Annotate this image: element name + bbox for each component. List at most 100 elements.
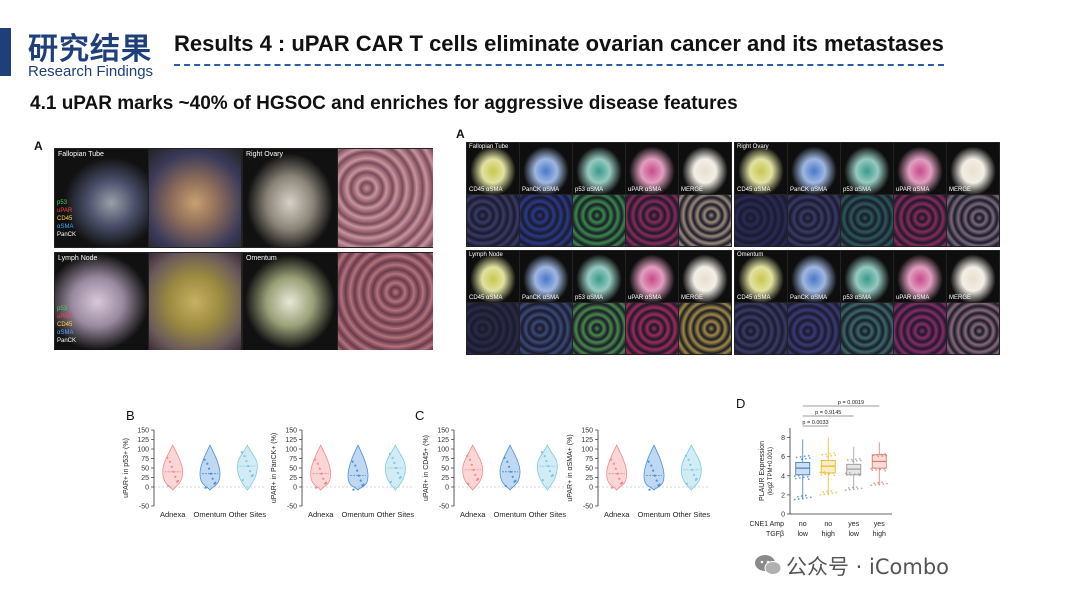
grid-tile-zoom [466, 194, 520, 247]
y-tick-label: 150 [437, 428, 449, 435]
violin-chart-p53: -50 0 25 50 75 100 125 150 uPAR+ in p53+ (%) Adne… [123, 428, 267, 520]
grid-tile-zoom [519, 302, 573, 355]
y-tick-label: 25 [289, 475, 297, 482]
y-axis-label: uPAR+ in CD45+ (%) [423, 435, 430, 501]
box-point [799, 456, 802, 458]
grid-tile-zoom [678, 194, 732, 247]
box-point [823, 471, 826, 473]
y-tick-label: 50 [141, 466, 149, 473]
violin-point [655, 479, 658, 482]
grid-tile-overview: MERGE [946, 250, 1000, 303]
violin-point [389, 480, 392, 484]
grid-tile-overview: p53 αSMA [572, 142, 626, 195]
grid-column-label: PanCK αSMA [522, 295, 560, 301]
violin-point [692, 473, 696, 476]
violin-point [359, 479, 362, 482]
x-category-label: Other Sites [229, 510, 267, 519]
ccne1-label: no [799, 521, 807, 528]
grid-group-label: Lymph Node [469, 252, 503, 258]
grid-tile-overview: CD45 αSMA Right Ovary [734, 142, 788, 195]
violin-point [318, 467, 321, 470]
box-point [848, 472, 851, 474]
box-point [855, 459, 858, 462]
violin-point [611, 486, 614, 489]
ccne1-label: yes [848, 521, 859, 528]
y-axis-label: uPAR+ in αSMA+ (%) [567, 434, 574, 501]
panel-letter-a-left: A [34, 139, 43, 153]
x-category-label: Adnexa [160, 510, 186, 519]
panel-letter-a-right: A [456, 127, 465, 141]
y-tick-label: 25 [441, 475, 449, 482]
violin-point [204, 486, 207, 489]
violin-chart-panck: -50 0 25 50 75 100 125 150 uPAR+ in PanCK+ (%) Ad… [271, 428, 415, 520]
box-point [802, 476, 805, 479]
y-tick-label: 50 [441, 466, 449, 473]
violin-point [466, 454, 469, 457]
violin-point [214, 481, 217, 484]
box-point [860, 487, 863, 490]
violin-point [391, 456, 394, 460]
comparison-p-value: p = 0.0019 [838, 400, 864, 406]
box-point [796, 495, 799, 498]
box-point [877, 481, 880, 484]
x-category-label: Other Sites [377, 510, 415, 519]
box-point [793, 475, 796, 478]
y-axis-label: uPAR+ in p53+ (%) [123, 438, 130, 498]
violin-point [203, 458, 206, 461]
box-point [870, 484, 873, 487]
box-point [844, 489, 847, 492]
box-point [807, 478, 810, 481]
grid-tile-overview: uPAR αSMA [625, 142, 679, 195]
violin-point [247, 465, 250, 468]
violin-point [322, 477, 325, 480]
box-point [846, 459, 849, 461]
grid-group-label: Right Ovary [737, 144, 769, 150]
box-point [882, 483, 885, 485]
row-label-tgfb: TGFβ [766, 531, 784, 538]
grid-tile-zoom [946, 302, 1000, 355]
grid-tile-overview: MERGE [678, 142, 732, 195]
grid-tile-zoom [466, 302, 520, 355]
grid-column-label: p53 αSMA [843, 295, 872, 301]
box-point [800, 458, 803, 461]
grid-column-label: p53 αSMA [843, 187, 872, 193]
right-a-figure-grid: CD45 αSMA Fallopian Tube PanCK αSMA p53 αSM… [466, 142, 1000, 356]
box-point [805, 496, 808, 499]
violin-point [206, 462, 209, 465]
violin-point [647, 460, 650, 463]
y-axis-label: PLAUR Expression [759, 441, 766, 501]
y-tick-label: 0 [293, 485, 297, 492]
box-point [822, 491, 825, 493]
violin-point [396, 471, 400, 475]
grid-tile-zoom [840, 194, 894, 247]
violin-point [245, 460, 248, 463]
tile-label-omentum: Omentum [246, 255, 277, 262]
violin-shape [536, 444, 558, 491]
violin-point [320, 472, 323, 475]
violin-point [540, 451, 544, 454]
violin-point [616, 472, 619, 475]
grid-tile-overview: CD45 αSMA Fallopian Tube [466, 142, 520, 195]
grid-column-label: PanCK αSMA [790, 187, 828, 193]
box-point [831, 492, 834, 495]
violin-shape [499, 444, 521, 491]
box-point [850, 458, 853, 461]
grid-tile-overview: MERGE [678, 250, 732, 303]
box-point [859, 459, 862, 462]
violin-point [652, 469, 655, 472]
grid-column-label: MERGE [949, 295, 972, 301]
violin-shape [462, 444, 484, 491]
grid-tile-overview: uPAR αSMA [893, 142, 947, 195]
violin-point [476, 477, 480, 480]
violin-point [243, 455, 246, 458]
x-category-label: Adnexa [460, 510, 486, 519]
tgfb-label: low [848, 531, 859, 538]
box-point [851, 486, 854, 489]
brand-title-en: Research Findings [28, 63, 154, 80]
box-point [826, 490, 829, 493]
grid-column-label: uPAR αSMA [896, 295, 930, 301]
y-tick-label: 4 [781, 473, 785, 480]
violin-point [467, 482, 470, 485]
ccne1-label: no [824, 521, 832, 528]
x-category-label: Omentum [638, 510, 671, 519]
